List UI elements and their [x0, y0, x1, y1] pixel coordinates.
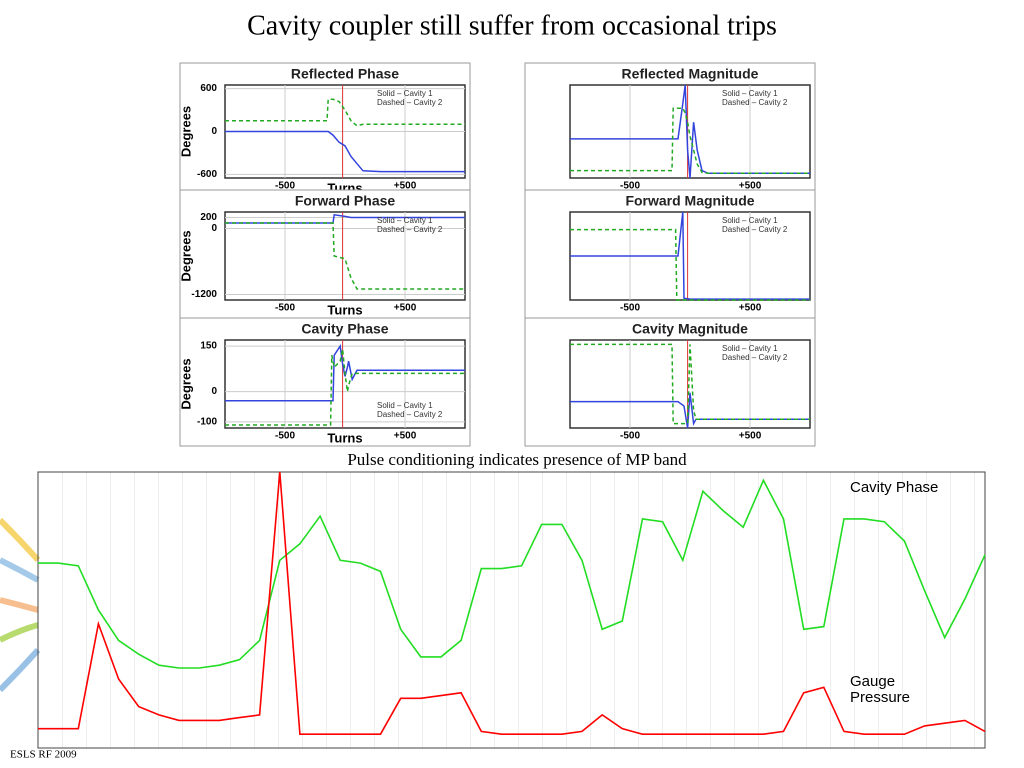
legend-entry: Solid – Cavity 1 — [377, 401, 433, 410]
chart-title: Forward Magnitude — [625, 193, 754, 209]
y-tick-label: 200 — [200, 212, 217, 223]
big-plot-frame — [37, 471, 986, 749]
x-tick-label: +500 — [394, 181, 417, 192]
slide-title: Cavity coupler still suffer from occasio… — [247, 10, 777, 41]
legend-entry: Solid – Cavity 1 — [722, 216, 778, 225]
x-tick-label: -500 — [620, 181, 640, 192]
series-label: Gauge Pressure — [850, 673, 911, 706]
x-tick-label: -500 — [620, 303, 640, 314]
chart-title: Cavity Magnitude — [632, 321, 748, 337]
x-tick-label: +500 — [739, 181, 762, 192]
series-line — [225, 222, 465, 290]
x-tick-label: +500 — [394, 303, 417, 314]
series-line — [570, 211, 810, 300]
plot-frame — [569, 339, 811, 429]
series-line — [38, 471, 986, 735]
chart-title: Forward Phase — [295, 193, 396, 209]
x-tick-label: -500 — [275, 181, 295, 192]
swirl-decoration — [0, 517, 41, 693]
series-line — [225, 348, 465, 426]
legend-entry: Dashed – Cavity 2 — [722, 353, 788, 362]
y-tick-label: -100 — [197, 417, 217, 428]
legend-entry: Dashed – Cavity 2 — [377, 225, 443, 234]
plot-frame — [224, 211, 466, 301]
legend-entry: Solid – Cavity 1 — [377, 89, 433, 98]
y-axis-label: Degrees — [178, 230, 193, 281]
plot-frame — [224, 339, 466, 429]
legend-entry: Solid – Cavity 1 — [377, 216, 433, 225]
y-tick-label: 600 — [200, 83, 217, 94]
legend-entry: Dashed – Cavity 2 — [377, 410, 443, 419]
x-tick-label: -500 — [275, 431, 295, 442]
series-line — [38, 478, 986, 669]
x-tick-label: +500 — [739, 431, 762, 442]
x-tick-label: +500 — [394, 431, 417, 442]
x-axis-label: Turns — [327, 430, 362, 445]
legend-entry: Solid – Cavity 1 — [722, 344, 778, 353]
x-tick-label: -500 — [620, 431, 640, 442]
y-tick-label: -600 — [197, 169, 217, 180]
series-line — [225, 98, 465, 127]
plot-frame — [569, 84, 811, 179]
y-axis-label: Degrees — [178, 358, 193, 409]
footer: ESLS RF 2009 — [10, 749, 77, 761]
y-tick-label: 0 — [211, 386, 217, 397]
legend-entry: Dashed – Cavity 2 — [722, 225, 788, 234]
chart-title: Cavity Phase — [301, 321, 388, 337]
charts: Reflected Phase -500 +500 600 0 -600 Turns Degr… — [38, 62, 986, 735]
y-tick-label: 150 — [200, 341, 217, 352]
series-line — [570, 343, 810, 425]
x-tick-label: -500 — [275, 303, 295, 314]
y-axis-label: Degrees — [178, 106, 193, 157]
y-tick-label: 0 — [211, 126, 217, 137]
chart-title: Reflected Phase — [291, 66, 399, 82]
y-tick-label: -1200 — [191, 289, 217, 300]
legend-entry: Dashed – Cavity 2 — [722, 98, 788, 107]
legend-entry: Dashed – Cavity 2 — [377, 98, 443, 107]
x-axis-label: Turns — [327, 302, 362, 317]
y-tick-label: 0 — [211, 223, 217, 234]
series-line — [225, 130, 465, 173]
series-line — [225, 344, 465, 402]
series-line — [570, 392, 810, 429]
legend-entry: Solid – Cavity 1 — [722, 89, 778, 98]
series-label: Cavity Phase — [850, 479, 939, 496]
x-tick-label: +500 — [739, 303, 762, 314]
chart-title: Reflected Magnitude — [622, 66, 759, 82]
series-line — [570, 107, 810, 175]
caption: Pulse conditioning indicates presence of… — [347, 450, 687, 469]
